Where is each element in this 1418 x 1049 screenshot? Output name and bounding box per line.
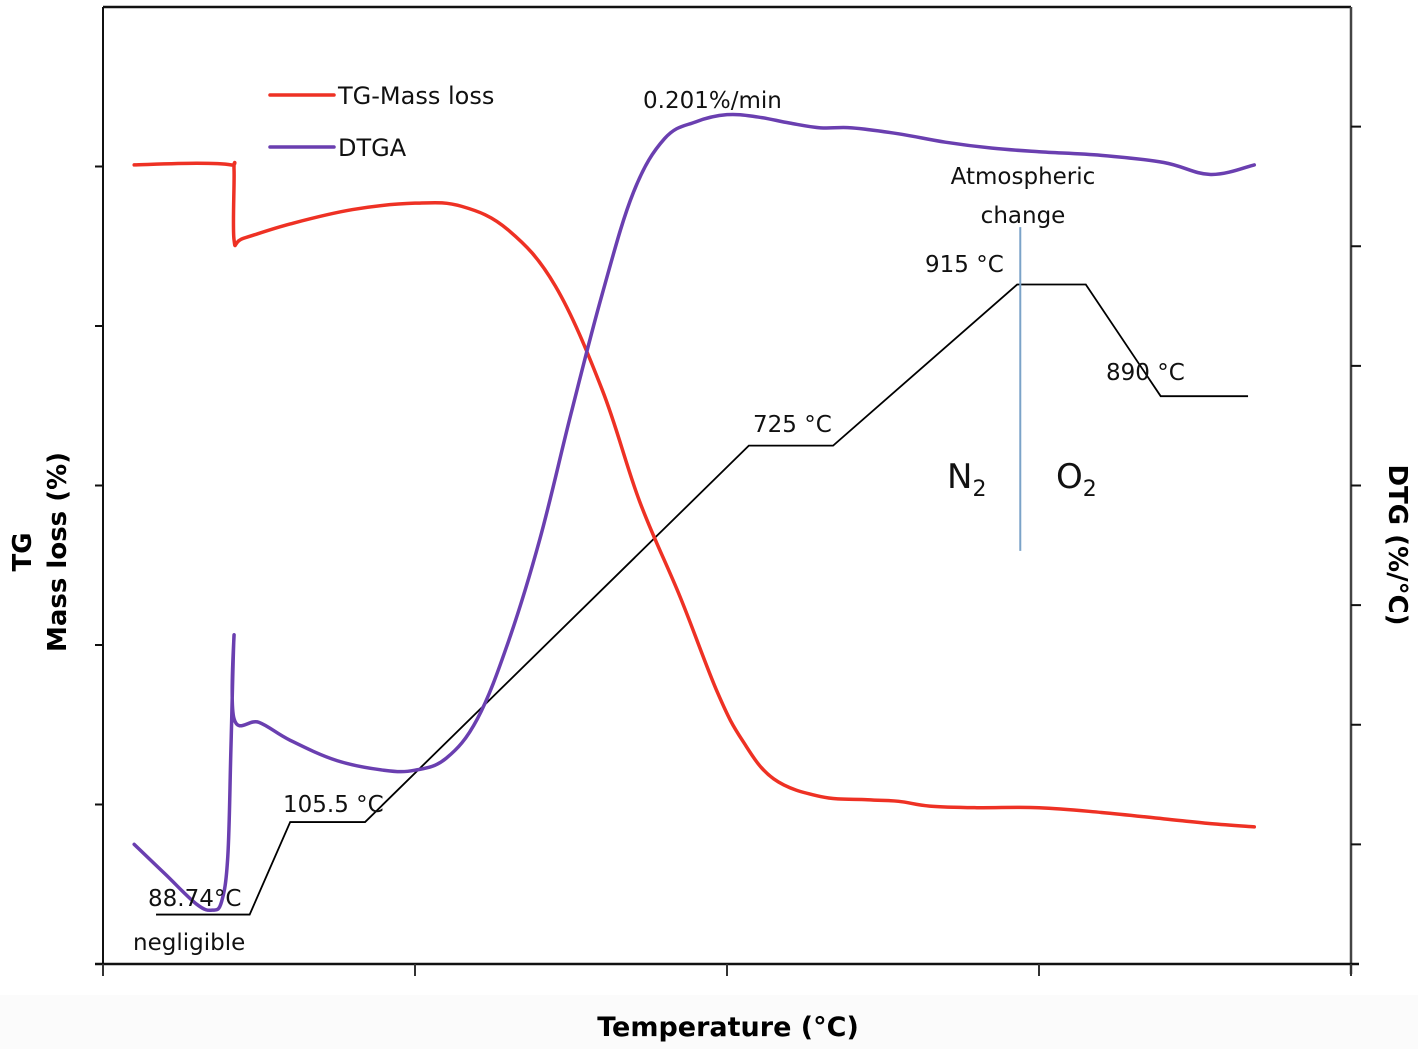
annotation-rate: 0.201%/min [643,88,782,114]
series-dtga-line [132,112,1257,913]
y-right-title: DTG (%/°C) [1382,464,1412,625]
label-n2-sub: 2 [972,477,986,502]
label-n2: N2 [947,457,986,502]
label-o2-gas: O [1056,457,1083,497]
axes [95,5,1361,976]
legend: TG-Mass loss DTGA [268,82,494,162]
label-o2-sub: 2 [1083,477,1097,502]
annotation-105: 105.5 °C [283,792,384,818]
temperature-program-line [156,283,1249,916]
y-left-title-line2: Mass loss (%) [43,452,73,652]
label-n2-gas: N [947,457,972,497]
legend-label: TG-Mass loss [337,82,494,110]
bottom-band [0,995,1418,1049]
annotation-890: 890 °C [1106,360,1185,386]
annotation-atmospheric: Atmospheric [951,164,1096,190]
x-axis-title: Temperature (°C) [597,1012,859,1043]
legend-label: DTGA [338,134,407,162]
label-o2: O2 [1056,457,1097,502]
series-tg-mass-loss-line [132,160,1257,829]
annotation-change: change [981,203,1066,229]
annotation-915: 915 °C [925,252,1004,278]
temperature-program [156,227,1249,916]
annotation-negligible: negligible [133,930,245,956]
annotation-725: 725 °C [753,412,832,438]
series-group [132,112,1257,913]
annotation-88: 88.74°C [148,886,241,912]
y-left-title-line1: TG [8,532,38,571]
